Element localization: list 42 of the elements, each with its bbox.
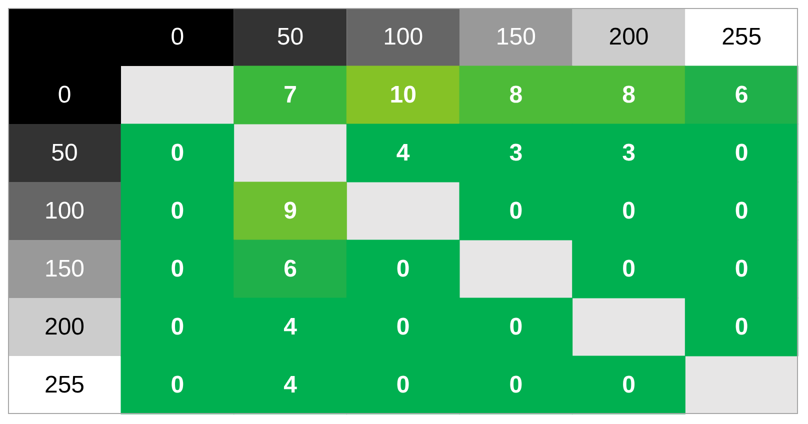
- data-label: 0: [509, 198, 523, 224]
- data-label: 4: [284, 372, 298, 398]
- data-label: 0: [622, 198, 636, 224]
- data-label: 0: [170, 140, 184, 166]
- data-label: 6: [284, 256, 297, 282]
- x-tick-label: 0: [170, 24, 184, 50]
- x-tick-label: 200: [608, 24, 649, 50]
- x-tick-label: 50: [276, 24, 304, 50]
- y-tick-label: 100: [44, 198, 85, 224]
- data-label: 0: [509, 372, 523, 398]
- x-tick-label: 255: [722, 24, 762, 50]
- data-label: 0: [170, 372, 184, 398]
- data-label: 0: [734, 140, 748, 166]
- data-label: 0: [396, 314, 410, 340]
- y-tick-label: 50: [51, 140, 78, 166]
- data-label: 0: [622, 372, 636, 398]
- data-label: 6: [734, 82, 748, 108]
- data-label: 0: [170, 198, 184, 224]
- data-label: 4: [284, 314, 298, 340]
- data-label: 4: [396, 140, 410, 166]
- data-label: 8: [622, 82, 636, 108]
- data-label: 0: [734, 256, 748, 282]
- y-tick-label: 200: [44, 314, 85, 340]
- data-label: 0: [170, 314, 184, 340]
- data-label: 0: [734, 314, 748, 340]
- data-label: 8: [509, 82, 523, 108]
- data-label: 7: [284, 82, 297, 108]
- data-label: 0: [396, 256, 410, 282]
- data-label: 0: [734, 198, 748, 224]
- data-label: 10: [390, 82, 416, 108]
- y-tick-label: 0: [58, 82, 72, 108]
- data-label: 3: [509, 140, 523, 166]
- data-label: 0: [396, 372, 410, 398]
- x-tick-label: 150: [496, 24, 536, 50]
- y-tick-label: 255: [44, 372, 85, 398]
- data-label: 3: [622, 140, 636, 166]
- y-tick-label: 150: [44, 256, 85, 282]
- data-label: 0: [509, 314, 523, 340]
- data-label: 0: [622, 256, 636, 282]
- data-label: 0: [170, 256, 184, 282]
- x-tick-label: 100: [383, 24, 424, 50]
- data-label: 9: [284, 198, 297, 224]
